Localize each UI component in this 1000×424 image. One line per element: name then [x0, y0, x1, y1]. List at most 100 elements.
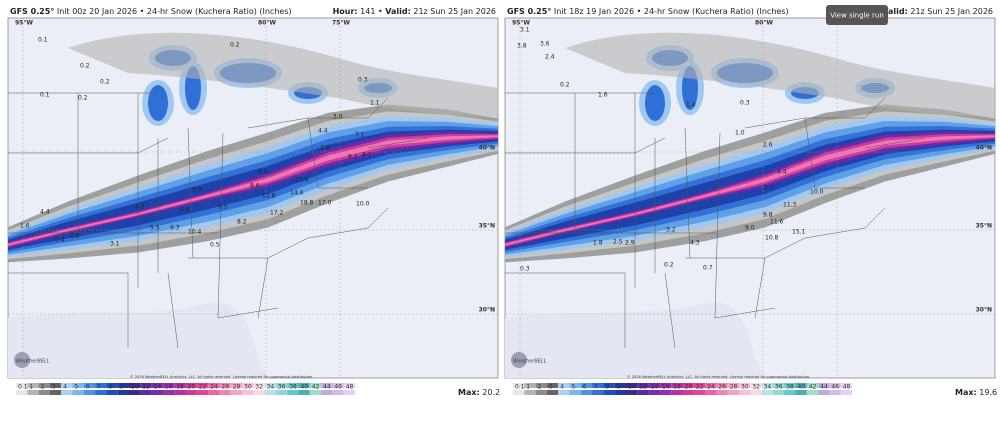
- legend-swatch: [795, 383, 807, 388]
- legend-tick: 7: [594, 384, 598, 391]
- snow-amount: 11.6: [770, 219, 784, 226]
- legend-swatch: [174, 383, 186, 388]
- legend-swatch: [716, 390, 728, 395]
- snow-amount: 9.5: [218, 204, 228, 211]
- legend-swatch: [626, 383, 638, 388]
- view-single-run-button[interactable]: View single run: [826, 5, 888, 25]
- legend-swatch: [343, 390, 355, 395]
- state-border: [505, 272, 626, 348]
- product-name: 24-hr Snow (Kuchera Ratio) (Inches): [147, 7, 292, 16]
- panel-header: GFS 0.25° Init 00z 20 Jan 2026 • 24-hr S…: [10, 7, 292, 16]
- legend-swatch: [806, 383, 819, 388]
- state-border: [217, 307, 279, 319]
- legend-tick: 16: [662, 384, 670, 391]
- legend-swatch: [106, 383, 118, 388]
- legend-swatch: [16, 383, 28, 388]
- legend-swatch: [287, 390, 299, 395]
- legend-swatch: [818, 383, 830, 388]
- legend-swatch: [772, 383, 785, 388]
- state-border: [367, 137, 429, 149]
- legend-swatch: [117, 383, 129, 388]
- legend-swatch: [637, 390, 649, 395]
- init-time: Init 18z 19 Jan 2026: [554, 7, 634, 16]
- legend-tick: 2: [41, 384, 45, 391]
- map-panel: GFS 0.25° Init 00z 20 Jan 2026 • 24-hr S…: [7, 7, 500, 397]
- legend-swatch: [705, 390, 717, 395]
- legend-tick: 24: [707, 384, 715, 391]
- legend-tick: 40: [798, 384, 806, 391]
- legend-swatch: [637, 383, 649, 388]
- legend-swatch: [309, 390, 322, 395]
- snow-amount: 10.8: [765, 235, 779, 242]
- snow-amount: 7.1: [355, 132, 365, 139]
- lake-snow: [148, 85, 168, 121]
- legend-swatch: [242, 390, 254, 395]
- legend-swatch: [61, 390, 73, 395]
- legend-tick: 44: [820, 384, 828, 391]
- legend-swatch: [287, 383, 299, 388]
- legend-tick: 7: [97, 384, 101, 391]
- snow-band: [8, 131, 498, 248]
- snow-amount: 2.6: [70, 233, 80, 240]
- legend-swatch: [772, 390, 785, 395]
- legend-swatch: [61, 383, 73, 388]
- legend-swatch: [230, 383, 242, 388]
- snow-amount: 3.1: [110, 241, 120, 248]
- legend-swatch: [739, 383, 751, 388]
- legend-swatch: [840, 390, 852, 395]
- snow-amount: 3.6: [540, 41, 550, 48]
- legend-tick: 16: [165, 384, 173, 391]
- snow-amount: 9.8: [763, 212, 773, 219]
- legend-tick: 18: [176, 384, 184, 391]
- hour-label: Hour:: [333, 7, 358, 16]
- legend-tick: 10: [131, 384, 139, 391]
- legend-tick: 38: [289, 384, 297, 391]
- legend-swatch: [682, 390, 694, 395]
- legend-swatch: [750, 383, 762, 388]
- snow-amount: 3.2: [666, 227, 676, 234]
- snow-amount: 5.5: [150, 225, 160, 232]
- legend-swatch: [716, 383, 728, 388]
- legend-swatch: [648, 390, 660, 395]
- legend-swatch: [761, 383, 773, 388]
- legend-tick: 46: [334, 384, 342, 391]
- model-name: GFS 0.25°: [507, 7, 551, 16]
- snow-amount: 3.0: [333, 114, 343, 121]
- legend-tick: 30: [741, 384, 749, 391]
- max-number: 20.2: [482, 388, 500, 397]
- legend-swatch: [230, 390, 242, 395]
- legend-tick: 26: [221, 384, 229, 391]
- map: 95°W80°W75°W40°N35°N30°N3.13.83.62.40.21…: [504, 17, 996, 379]
- snow-amount: 1.4: [686, 102, 696, 109]
- snow-amount: 9.3: [170, 225, 180, 232]
- snow-amount: 4.4: [777, 169, 787, 176]
- legend-swatch: [603, 383, 615, 388]
- snow-amount: 0.5: [210, 242, 220, 249]
- legend-tick: 36: [278, 384, 286, 391]
- hour-value: 141: [360, 7, 375, 16]
- valid-header: Hour: 141 • Valid: 21z Sun 25 Jan 2026: [333, 7, 496, 16]
- longitude-label: 95°W: [512, 20, 530, 27]
- snow-amount: 3.9: [192, 187, 202, 194]
- snow-amount: 4.4: [318, 128, 328, 135]
- latitude-label: 30°N: [976, 307, 992, 314]
- map-panel: GFS 0.25° Init 18z 19 Jan 2026 • 24-hr S…: [504, 7, 997, 397]
- legend-tick: 9: [120, 384, 124, 391]
- legend-tick: 3: [52, 384, 56, 391]
- legend-swatch: [671, 383, 683, 388]
- button-label[interactable]: View single run: [830, 12, 884, 20]
- legend-swatch: [208, 383, 220, 388]
- button-bg[interactable]: [826, 5, 888, 25]
- state-border: [714, 307, 776, 319]
- snow-amount: 4.4: [40, 209, 50, 216]
- legend-swatch: [38, 383, 50, 388]
- snow-amount: 17.2: [270, 210, 284, 217]
- legend-swatch: [83, 390, 96, 395]
- state-border: [8, 272, 129, 348]
- snow-amount: 0.7: [703, 265, 713, 272]
- state-border: [664, 272, 676, 349]
- snow-amount: 14.4: [290, 190, 304, 197]
- snow-amount: 15.1: [792, 229, 806, 236]
- snow-amount: 2.6: [763, 142, 773, 149]
